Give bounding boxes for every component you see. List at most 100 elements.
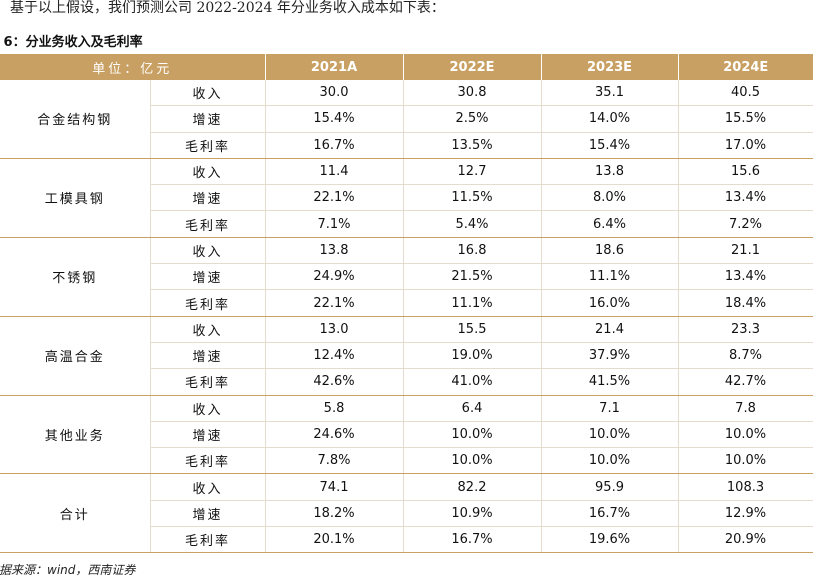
table-row: 增速 24.9% 21.5% 11.1% 13.4% — [0, 263, 813, 291]
value-cell: 12.4% — [265, 342, 404, 370]
value-cell: 37.9% — [541, 342, 679, 370]
value-cell: 13.5% — [403, 132, 542, 159]
metric-cell: 毛利率 — [150, 289, 266, 317]
value-cell: 15.5% — [678, 105, 813, 133]
header-cell: 2022E — [402, 54, 542, 80]
value-cell: 30.0 — [265, 80, 404, 107]
value-cell: 8.7% — [678, 342, 813, 370]
metric-cell: 毛利率 — [150, 132, 266, 159]
table-row: 毛利率 16.7% 13.5% 15.4% 17.0% — [0, 132, 813, 159]
value-cell: 10.9% — [403, 500, 542, 528]
value-cell: 16.8 — [403, 237, 542, 265]
value-cell: 11.1% — [541, 263, 679, 291]
data-table: 单位：亿元 2021A 2022E 2023E 2024E 合金结构钢 收入 30.0 30.… — [0, 54, 813, 554]
value-cell: 24.9% — [265, 263, 404, 291]
table-row: 其他业务 收入 5.8 6.4 7.1 7.8 — [0, 395, 813, 475]
value-cell: 7.1 — [541, 395, 679, 422]
header-cell: 2024E — [677, 54, 813, 80]
value-cell: 12.7 — [403, 158, 542, 186]
table-row: 合金结构钢 收入 30.0 30.8 35.1 40.5 — [0, 80, 813, 159]
value-cell: 20.1% — [265, 526, 404, 554]
metric-cell: 收入 — [150, 80, 266, 107]
value-cell: 40.5 — [678, 80, 813, 107]
value-cell: 23.3 — [678, 316, 813, 343]
metric-cell: 毛利率 — [150, 210, 266, 238]
table-caption: 表 6：分业务收入及毛利率 — [0, 35, 143, 50]
metric-cell: 收入 — [150, 473, 266, 501]
value-cell: 13.8 — [265, 237, 404, 265]
value-cell: 16.7% — [265, 132, 404, 159]
value-cell: 10.0% — [403, 447, 542, 475]
value-cell: 18.6 — [541, 237, 679, 265]
table-row: 增速 22.1% 11.5% 8.0% 13.4% — [0, 184, 813, 212]
value-cell: 19.0% — [403, 342, 542, 370]
group-cell: 不锈钢 — [0, 237, 151, 317]
table-row: 高温合金 收入 13.0 15.5 21.4 23.3 — [0, 316, 813, 396]
value-cell: 21.1 — [678, 237, 813, 265]
value-cell: 18.2% — [265, 500, 404, 528]
value-cell: 16.7% — [541, 500, 679, 528]
table-row: 不锈钢 收入 13.8 16.8 18.6 21.1 — [0, 237, 813, 317]
table-row: 合计 收入 74.1 82.2 95.9 108.3 — [0, 473, 813, 554]
table-row: 工模具钢 收入 11.4 12.7 13.8 15.6 — [0, 158, 813, 238]
value-cell: 14.0% — [541, 105, 679, 133]
value-cell: 5.4% — [403, 210, 542, 238]
value-cell: 16.7% — [403, 526, 542, 554]
table-body: 合金结构钢 收入 30.0 30.8 35.1 40.5 增速 15.4% 2.5% 14.0% 1… — [0, 80, 813, 554]
value-cell: 15.6 — [678, 158, 813, 186]
metric-cell: 收入 — [150, 158, 266, 186]
value-cell: 15.4% — [265, 105, 404, 133]
value-cell: 6.4 — [403, 395, 542, 422]
value-cell: 41.0% — [403, 368, 542, 396]
value-cell: 42.6% — [265, 368, 404, 396]
value-cell: 7.8% — [265, 447, 404, 475]
value-cell: 2.5% — [403, 105, 542, 133]
table-row: 增速 24.6% 10.0% 10.0% 10.0% — [0, 421, 813, 449]
metric-cell: 毛利率 — [150, 526, 266, 554]
value-cell: 15.5 — [403, 316, 542, 343]
header-row: 单位：亿元 2021A 2022E 2023E 2024E — [0, 54, 813, 80]
intro-text: 基于以上假设，我们预测公司 2022-2024 年分业务收入成本如下表： — [10, 0, 445, 16]
metric-cell: 增速 — [150, 263, 266, 291]
value-cell: 42.7% — [678, 368, 813, 396]
value-cell: 21.5% — [403, 263, 542, 291]
value-cell: 11.1% — [403, 289, 542, 317]
value-cell: 16.0% — [541, 289, 679, 317]
value-cell: 74.1 — [265, 473, 404, 501]
metric-cell: 增速 — [150, 184, 266, 212]
table-row: 毛利率 7.1% 5.4% 6.4% 7.2% — [0, 210, 813, 238]
header-cell: 2021A — [264, 54, 404, 80]
table-row: 增速 15.4% 2.5% 14.0% 15.5% — [0, 105, 813, 133]
value-cell: 95.9 — [541, 473, 679, 501]
value-cell: 10.0% — [541, 421, 679, 449]
metric-cell: 增速 — [150, 500, 266, 528]
metric-cell: 收入 — [150, 395, 266, 422]
value-cell: 35.1 — [541, 80, 679, 107]
metric-cell: 收入 — [150, 237, 266, 265]
metric-cell: 增速 — [150, 105, 266, 133]
value-cell: 17.0% — [678, 132, 813, 159]
value-cell: 7.1% — [265, 210, 404, 238]
value-cell: 20.9% — [678, 526, 813, 554]
value-cell: 18.4% — [678, 289, 813, 317]
metric-cell: 收入 — [150, 316, 266, 343]
table-row: 增速 12.4% 19.0% 37.9% 8.7% — [0, 342, 813, 370]
group-cell: 合金结构钢 — [0, 80, 151, 159]
value-cell: 8.0% — [541, 184, 679, 212]
value-cell: 11.5% — [403, 184, 542, 212]
value-cell: 22.1% — [265, 184, 404, 212]
value-cell: 13.4% — [678, 263, 813, 291]
group-cell: 高温合金 — [0, 316, 151, 396]
value-cell: 82.2 — [403, 473, 542, 501]
group-cell: 其他业务 — [0, 395, 151, 475]
header-cell: 2023E — [540, 54, 679, 80]
source-note: 数据来源：wind，西南证券 — [0, 563, 136, 577]
value-cell: 12.9% — [678, 500, 813, 528]
value-cell: 13.4% — [678, 184, 813, 212]
value-cell: 21.4 — [541, 316, 679, 343]
table-row: 毛利率 7.8% 10.0% 10.0% 10.0% — [0, 447, 813, 475]
table-row: 毛利率 22.1% 11.1% 16.0% 18.4% — [0, 289, 813, 317]
value-cell: 11.4 — [265, 158, 404, 186]
value-cell: 30.8 — [403, 80, 542, 107]
